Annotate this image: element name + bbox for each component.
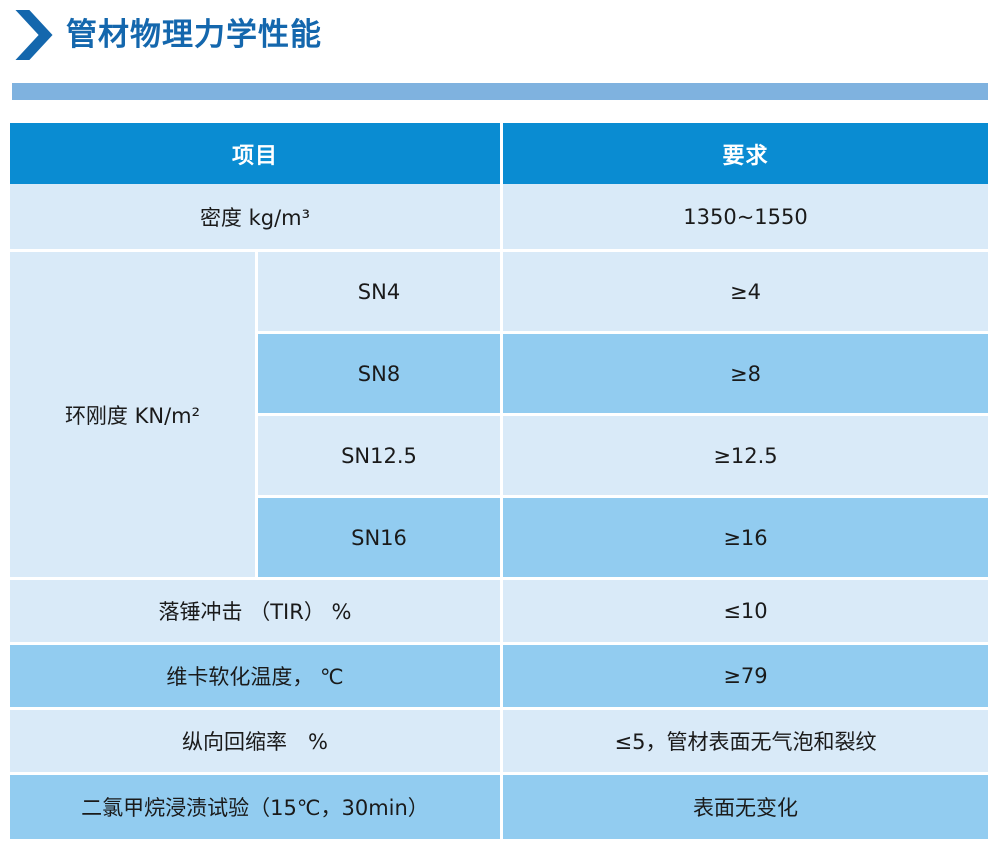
cell-sn4-name: SN4	[258, 252, 500, 331]
cell-drop-impact-item: 落锤冲击 （TIR） %	[10, 580, 500, 642]
column-header-requirement: 要求	[503, 123, 988, 184]
cell-sn4-value: ≥4	[503, 252, 988, 331]
cell-sn12-5-name: SN12.5	[258, 416, 500, 495]
cell-sn16-name: SN16	[258, 498, 500, 577]
table-header-row: 项目 要求	[10, 123, 988, 184]
cell-longitudinal-shrinkage-item: 纵向回缩率 %	[10, 710, 500, 772]
cell-vicat-value: ≥79	[503, 645, 988, 707]
cell-sn12-5-value: ≥12.5	[503, 416, 988, 495]
cell-sn8-value: ≥8	[503, 334, 988, 413]
cell-longitudinal-shrinkage-value: ≤5，管材表面无气泡和裂纹	[503, 710, 988, 772]
cell-sn8-name: SN8	[258, 334, 500, 413]
cell-dichloromethane-test-value: 表面无变化	[503, 775, 988, 839]
column-header-item: 项目	[10, 123, 500, 184]
cell-sn16-value: ≥16	[503, 498, 988, 577]
properties-table: 项目 要求 密度 kg/m³ 1350~1550 环刚度 KN/m² SN4 ≥…	[10, 123, 988, 839]
chevron-right-icon	[15, 10, 53, 60]
page-header: 管材物理力学性能	[14, 10, 322, 60]
cell-ring-stiffness-label: 环刚度 KN/m²	[10, 252, 255, 577]
table-body: 密度 kg/m³ 1350~1550 环刚度 KN/m² SN4 ≥4 SN8 …	[10, 184, 988, 839]
cell-density-item: 密度 kg/m³	[10, 184, 500, 249]
cell-vicat-item: 维卡软化温度， ℃	[10, 645, 500, 707]
cell-drop-impact-value: ≤10	[503, 580, 988, 642]
cell-density-value: 1350~1550	[503, 184, 988, 249]
cell-dichloromethane-test-item: 二氯甲烷浸渍试验（15℃，30min）	[10, 775, 500, 839]
page-title: 管材物理力学性能	[66, 17, 322, 53]
accent-bar	[12, 83, 988, 100]
